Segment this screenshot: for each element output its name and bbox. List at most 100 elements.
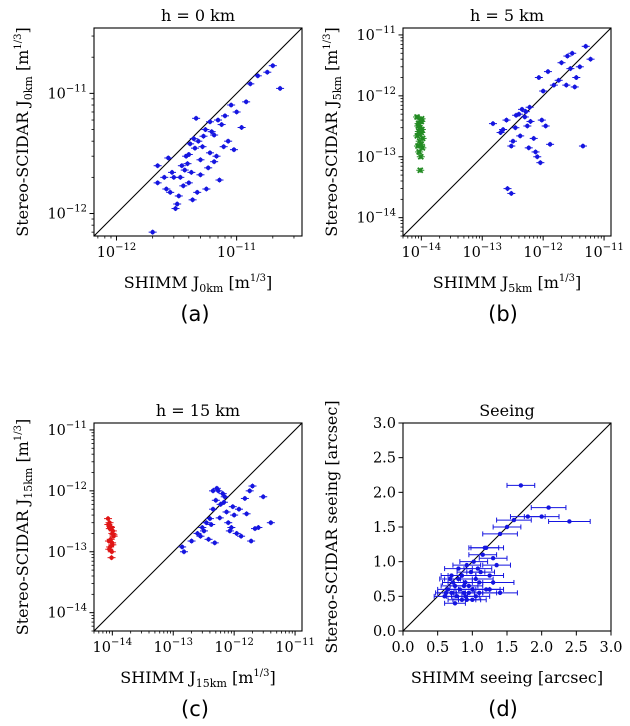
data-point (219, 122, 223, 126)
data-point (543, 124, 547, 128)
y-tick-label: 10−11 (47, 420, 87, 439)
data-point (520, 107, 524, 111)
data-point (478, 570, 482, 574)
data-point (528, 119, 532, 123)
data-point (155, 164, 159, 168)
y-axis-label: Stereo-SCIDAR J5km [m1/3] (322, 27, 344, 236)
data-point (188, 142, 192, 146)
panel-4: 0.0 0.5 1.0 1.5 2.0 2.5 3.0 0.0 0.5 1.0 1.5 2.0 2.5 3… (322, 400, 623, 721)
data-point (110, 541, 114, 545)
x-tick-label: 10−12 (97, 242, 137, 261)
data-points (149, 63, 284, 234)
data-point (541, 89, 545, 93)
data-point (476, 566, 480, 570)
data-point (588, 57, 592, 61)
x-tick-label: 10−12 (214, 637, 254, 656)
data-point (108, 524, 112, 528)
data-point (218, 516, 222, 520)
data-point (564, 83, 568, 87)
data-point (206, 537, 210, 541)
data-point (192, 136, 196, 140)
data-point (535, 155, 539, 159)
data-point (234, 531, 238, 535)
data-point (202, 529, 206, 533)
data-point (211, 489, 215, 493)
y-axis-label: Stereo-SCIDAR J15km [m1/3] (13, 419, 35, 635)
x-tick-label: 2.0 (530, 640, 553, 656)
data-point (247, 489, 251, 493)
data-point (187, 181, 191, 185)
data-point (175, 202, 179, 206)
data-point (106, 516, 110, 520)
data-point (198, 158, 202, 162)
data-point (552, 83, 556, 87)
data-point (162, 175, 166, 179)
data-point (573, 85, 577, 89)
data-point (208, 516, 212, 520)
chart-title: Seeing (479, 401, 535, 420)
data-point (107, 547, 111, 551)
panel-label: (a) (180, 302, 209, 326)
data-point (198, 534, 202, 538)
data-point (208, 120, 212, 124)
y-tick-label: 10−14 (47, 603, 87, 622)
y-tick-label: 10−13 (356, 147, 396, 166)
data-point (518, 134, 522, 138)
data-point (185, 161, 189, 165)
data-point (565, 54, 569, 58)
data-point (198, 173, 202, 177)
data-point (181, 184, 185, 188)
data-point (216, 118, 220, 122)
data-point (226, 520, 230, 524)
data-point (491, 580, 495, 584)
x-tick-label: 0.5 (426, 640, 449, 656)
panel-1: 10−12 10−11 10−12 10−11 h = 0 km SHIMM J0km [… (13, 6, 302, 326)
data-point (256, 74, 260, 78)
y-tick-label: 10−11 (356, 25, 396, 44)
panel-label: (d) (488, 697, 518, 721)
y-tick-label: 10−12 (47, 204, 87, 223)
data-point (196, 139, 200, 143)
x-axis-label: SHIMM J15km [m1/3] (120, 668, 275, 690)
data-point (467, 591, 471, 595)
identity-line (94, 28, 302, 236)
data-point (501, 127, 505, 131)
data-points (413, 44, 595, 196)
data-point (512, 518, 516, 522)
data-point (232, 513, 236, 517)
data-point (523, 115, 527, 119)
y-tick-label: 2.0 (373, 485, 396, 501)
data-point (212, 159, 216, 163)
data-point (584, 44, 588, 48)
x-tick-label: 3.0 (599, 640, 622, 656)
data-point (178, 175, 182, 179)
y-tick-label: 3.0 (373, 416, 396, 432)
data-point (231, 504, 235, 508)
data-point (244, 100, 248, 104)
data-point (164, 187, 168, 191)
data-point (491, 121, 495, 125)
data-point (228, 529, 232, 533)
data-point (249, 539, 253, 543)
data-point (221, 144, 225, 148)
data-point (250, 484, 254, 488)
data-point (527, 146, 531, 150)
data-point (487, 573, 491, 577)
data-point (456, 566, 460, 570)
data-point (483, 546, 487, 550)
data-point (546, 69, 550, 73)
data-point (224, 510, 228, 514)
data-point (244, 512, 248, 516)
data-point (574, 75, 578, 79)
data-point (170, 170, 174, 174)
data-point (567, 519, 571, 523)
data-point (537, 75, 541, 79)
data-point (190, 198, 194, 202)
x-tick-label: 2.5 (565, 640, 588, 656)
identity-line (403, 28, 611, 236)
data-point (504, 118, 508, 122)
y-tick-label: 10−11 (47, 83, 87, 102)
data-point (548, 142, 552, 146)
data-point (237, 507, 241, 511)
data-point (209, 522, 213, 526)
